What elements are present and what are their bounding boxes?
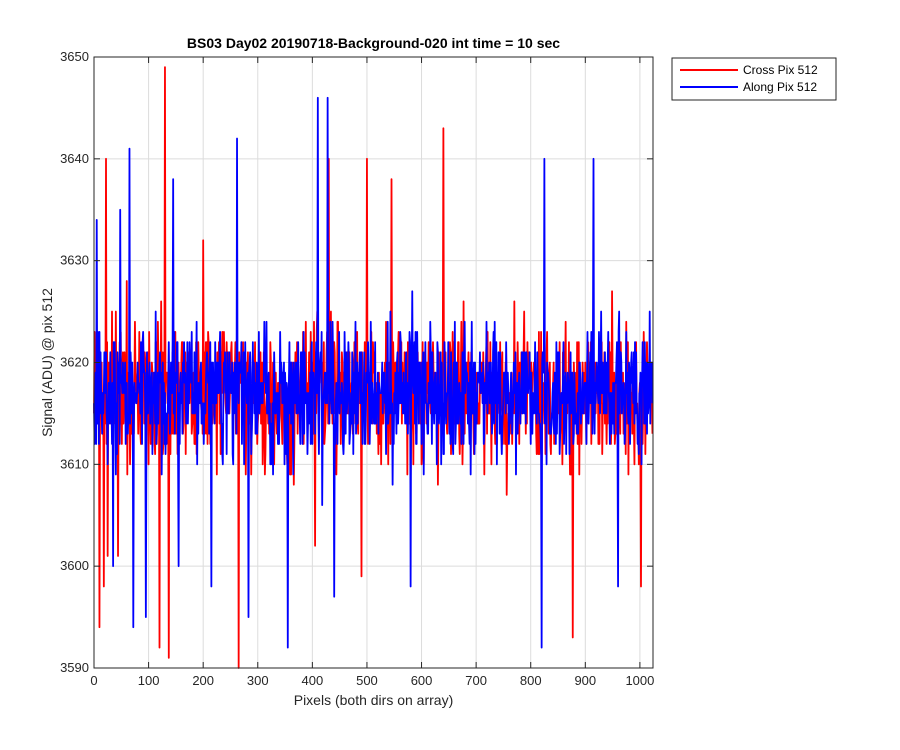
legend-label-along-pix-512: Along Pix 512 <box>743 80 817 94</box>
x-tick-label: 600 <box>411 673 433 688</box>
x-tick-label: 200 <box>192 673 214 688</box>
y-tick-label: 3610 <box>60 456 89 471</box>
x-tick-label: 1000 <box>625 673 654 688</box>
x-tick-label: 800 <box>520 673 542 688</box>
x-tick-label: 400 <box>302 673 324 688</box>
legend-box <box>671 57 837 101</box>
series-layer <box>93 66 654 669</box>
y-tick-label: 3630 <box>60 253 89 268</box>
x-tick-label: 500 <box>356 673 378 688</box>
x-tick-label: 700 <box>465 673 487 688</box>
y-tick-label: 3620 <box>60 355 89 370</box>
y-tick-label: 3650 <box>60 49 89 64</box>
y-tick-label: 3600 <box>60 558 89 573</box>
chart-title: BS03 Day02 20190718-Background-020 int t… <box>187 35 560 51</box>
x-axis-label: Pixels (both dirs on array) <box>294 692 454 708</box>
series-line-along-pix-512 <box>93 96 654 649</box>
x-tick-label: 100 <box>138 673 160 688</box>
y-tick-label: 3590 <box>60 660 89 675</box>
legend[interactable]: Cross Pix 512 Along Pix 512 <box>671 57 837 101</box>
x-tick-label: 900 <box>574 673 596 688</box>
x-tick-label: 300 <box>247 673 269 688</box>
y-tick-label: 3640 <box>60 151 89 166</box>
axis-ticks: 0 100 200 300 400 500 600 700 800 900 1000 3590 3600… <box>60 49 654 688</box>
legend-label-cross-pix-512: Cross Pix 512 <box>743 63 818 77</box>
y-axis-label: Signal (ADU) @ pix 512 <box>39 288 55 437</box>
x-tick-label: 0 <box>90 673 97 688</box>
